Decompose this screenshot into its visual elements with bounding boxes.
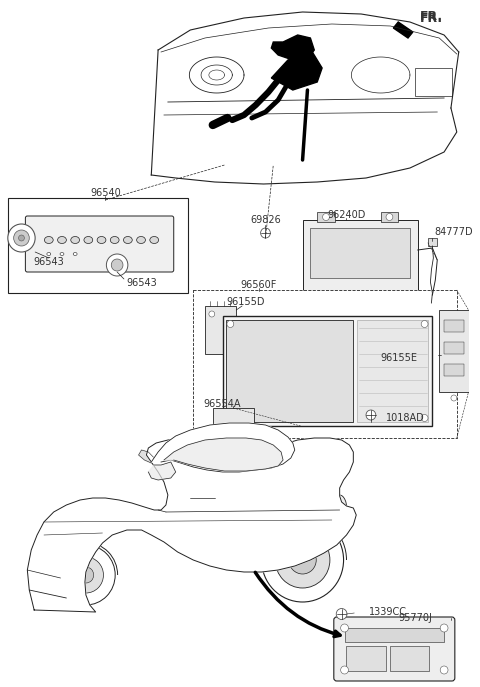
Text: 96155E: 96155E bbox=[381, 353, 418, 363]
FancyBboxPatch shape bbox=[334, 617, 455, 681]
Text: 95770J: 95770J bbox=[398, 613, 432, 623]
Ellipse shape bbox=[332, 495, 347, 525]
Text: FR.: FR. bbox=[420, 12, 443, 25]
Circle shape bbox=[68, 557, 104, 593]
Bar bbox=[314, 292, 332, 300]
Text: 1339CC: 1339CC bbox=[369, 607, 407, 617]
Text: 96240D: 96240D bbox=[327, 210, 366, 220]
Bar bbox=[373, 292, 390, 300]
Circle shape bbox=[440, 666, 448, 674]
Circle shape bbox=[428, 304, 435, 312]
Polygon shape bbox=[271, 52, 322, 90]
Bar bbox=[213, 408, 254, 440]
Circle shape bbox=[421, 321, 428, 328]
Bar bbox=[344, 292, 361, 300]
Circle shape bbox=[421, 414, 428, 422]
Bar bbox=[227, 320, 353, 422]
Ellipse shape bbox=[47, 253, 51, 256]
Polygon shape bbox=[148, 462, 176, 480]
Ellipse shape bbox=[58, 236, 66, 243]
Circle shape bbox=[429, 296, 436, 304]
Circle shape bbox=[262, 518, 344, 602]
Bar bbox=[317, 212, 335, 222]
Ellipse shape bbox=[60, 253, 64, 256]
Ellipse shape bbox=[45, 236, 53, 243]
Bar bbox=[302, 220, 418, 292]
Circle shape bbox=[323, 214, 329, 221]
Bar bbox=[439, 310, 468, 392]
Text: 96540: 96540 bbox=[90, 188, 121, 198]
Circle shape bbox=[227, 414, 234, 422]
Circle shape bbox=[366, 410, 376, 420]
Text: 96543: 96543 bbox=[34, 257, 64, 267]
Bar bbox=[381, 212, 398, 222]
Circle shape bbox=[19, 235, 24, 241]
Text: 96560F: 96560F bbox=[240, 280, 277, 290]
Bar bbox=[223, 316, 432, 426]
Circle shape bbox=[13, 230, 29, 246]
Bar bbox=[193, 290, 457, 438]
Bar bbox=[205, 306, 236, 354]
Ellipse shape bbox=[97, 236, 106, 243]
Bar bbox=[444, 342, 464, 354]
Polygon shape bbox=[271, 35, 314, 62]
Text: 1018AD: 1018AD bbox=[385, 413, 424, 423]
Ellipse shape bbox=[137, 236, 145, 243]
Circle shape bbox=[386, 214, 393, 221]
Circle shape bbox=[8, 224, 35, 252]
Bar bbox=[428, 238, 437, 246]
Bar bbox=[311, 228, 410, 278]
Ellipse shape bbox=[84, 236, 93, 243]
Circle shape bbox=[209, 311, 215, 317]
Circle shape bbox=[227, 321, 234, 328]
Ellipse shape bbox=[150, 236, 158, 243]
Bar bbox=[357, 320, 429, 422]
Circle shape bbox=[78, 567, 94, 583]
Text: 96155D: 96155D bbox=[227, 297, 265, 307]
Circle shape bbox=[186, 494, 194, 502]
Circle shape bbox=[57, 545, 115, 605]
Bar bbox=[390, 646, 430, 671]
Circle shape bbox=[336, 609, 347, 620]
Polygon shape bbox=[139, 450, 154, 463]
Circle shape bbox=[341, 624, 348, 632]
Circle shape bbox=[440, 624, 448, 632]
Bar bbox=[8, 198, 188, 293]
Ellipse shape bbox=[73, 253, 77, 256]
Polygon shape bbox=[164, 438, 283, 471]
Text: 96543: 96543 bbox=[126, 278, 157, 288]
Bar bbox=[444, 364, 464, 376]
Circle shape bbox=[341, 666, 348, 674]
Ellipse shape bbox=[71, 236, 80, 243]
Text: 69826: 69826 bbox=[250, 215, 281, 225]
Polygon shape bbox=[151, 423, 295, 472]
Ellipse shape bbox=[110, 236, 119, 243]
Text: FR.: FR. bbox=[420, 10, 443, 23]
Text: 96554A: 96554A bbox=[204, 399, 241, 409]
Circle shape bbox=[227, 343, 232, 349]
Circle shape bbox=[275, 532, 330, 588]
Text: 84777D: 84777D bbox=[434, 227, 473, 237]
Polygon shape bbox=[393, 22, 413, 38]
Circle shape bbox=[107, 254, 128, 276]
Polygon shape bbox=[27, 438, 356, 612]
Bar bbox=[345, 628, 444, 642]
Circle shape bbox=[261, 228, 270, 238]
Bar bbox=[444, 320, 464, 332]
Circle shape bbox=[451, 395, 457, 401]
Ellipse shape bbox=[123, 236, 132, 243]
Circle shape bbox=[111, 259, 123, 271]
FancyBboxPatch shape bbox=[25, 216, 174, 272]
Bar bbox=[347, 646, 385, 671]
Bar bbox=[415, 68, 452, 96]
Circle shape bbox=[289, 546, 316, 574]
